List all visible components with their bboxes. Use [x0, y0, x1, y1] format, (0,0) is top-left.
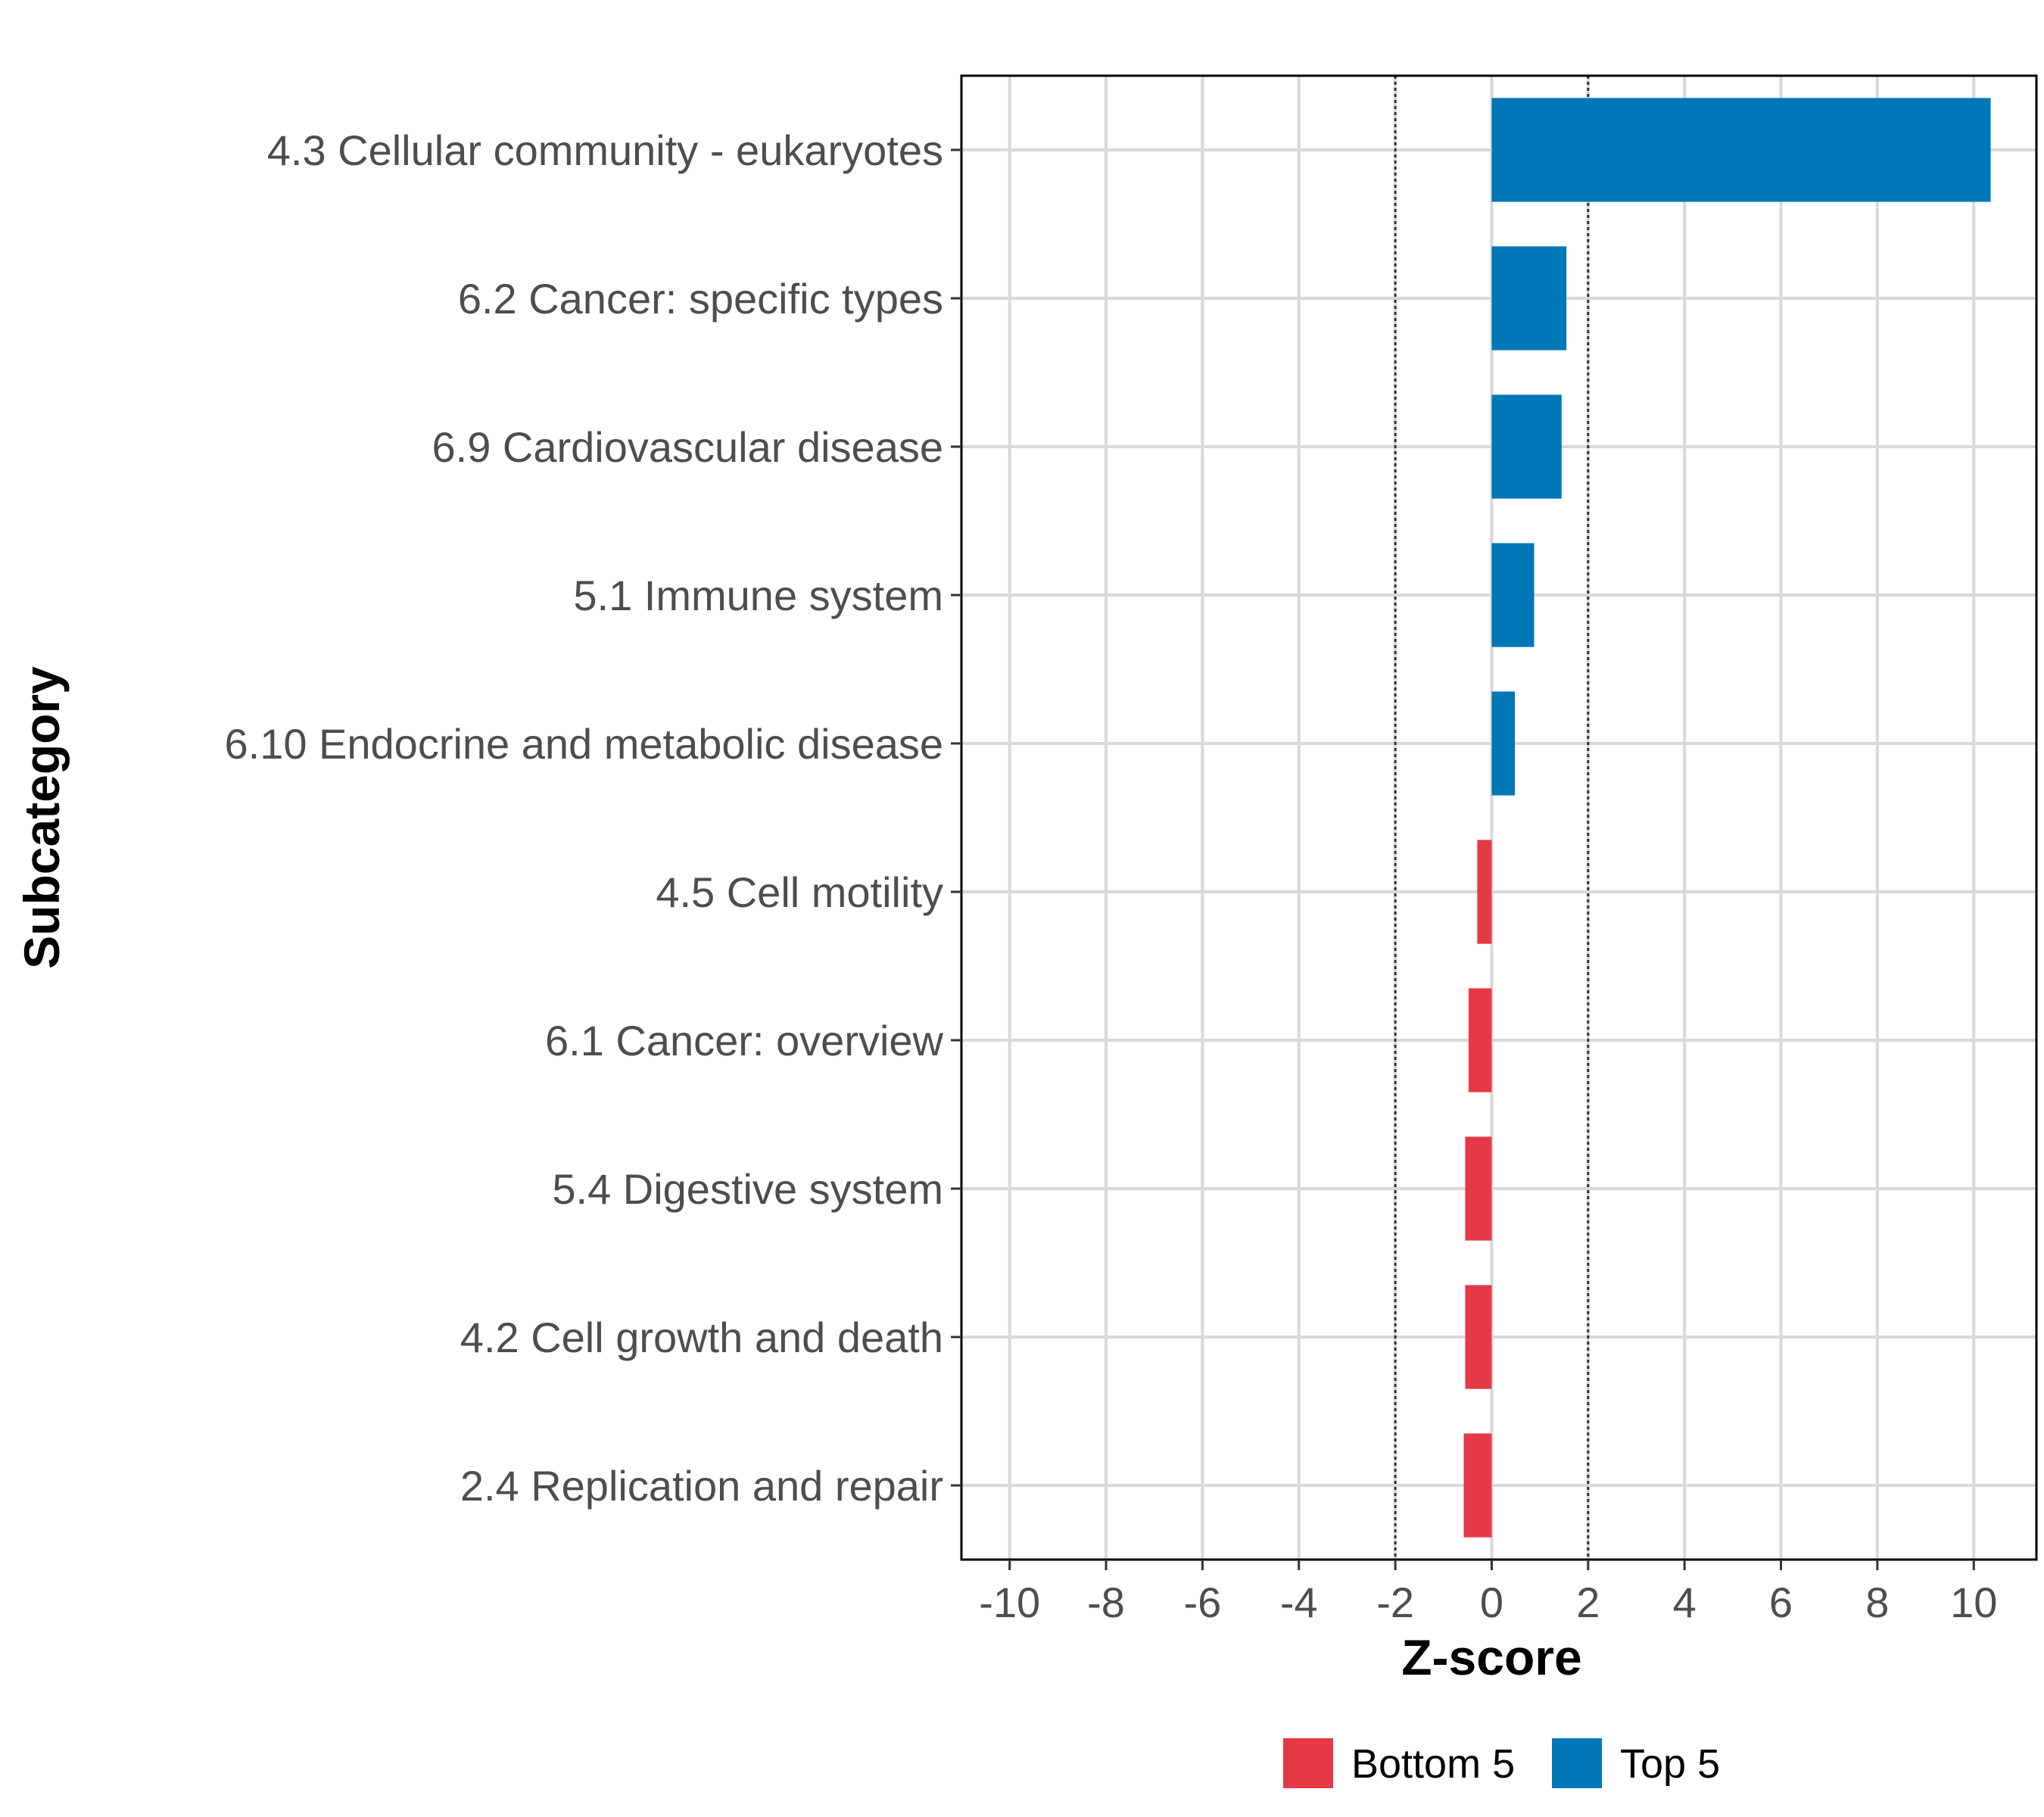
- bar: [1491, 543, 1535, 647]
- x-tick-label: 4: [1673, 1579, 1697, 1626]
- y-tick-label: 6.9 Cardiovascular disease: [432, 423, 943, 471]
- bar: [1477, 840, 1492, 944]
- x-tick-label: 2: [1576, 1579, 1600, 1626]
- x-tick-label: -8: [1087, 1579, 1125, 1626]
- y-axis-title: Subcategory: [14, 666, 70, 969]
- legend-swatch: [1283, 1738, 1333, 1788]
- y-tick-label: 6.10 Endocrine and metabolic disease: [224, 720, 943, 768]
- bar: [1468, 988, 1492, 1092]
- x-tick-label: 6: [1769, 1579, 1793, 1626]
- y-axis: 4.3 Cellular community - eukaryotes 6.2 C…: [224, 126, 961, 1510]
- legend: Bottom 5 Top 5: [1283, 1738, 1720, 1788]
- x-axis: -10 -8 -6 -4 -2 0 2 4 6 8 10: [979, 1560, 1997, 1626]
- y-tick-label: 2.4 Replication and repair: [460, 1462, 943, 1510]
- panel-border: [960, 74, 2038, 1561]
- x-axis-title: Z-score: [1401, 1629, 1581, 1685]
- y-tick-label: 4.5 Cell motility: [656, 868, 943, 916]
- bar: [1463, 1433, 1492, 1538]
- x-tick-label: 8: [1865, 1579, 1889, 1626]
- reference-lines: [1394, 76, 1590, 1560]
- legend-label: Bottom 5: [1351, 1741, 1515, 1787]
- x-tick-label: 0: [1480, 1579, 1503, 1626]
- bar: [1491, 394, 1562, 499]
- y-tick-label: 4.3 Cellular community - eukaryotes: [267, 126, 943, 174]
- legend-label: Top 5: [1620, 1741, 1720, 1787]
- y-tick-label: 5.1 Immune system: [573, 572, 943, 619]
- bar: [1491, 246, 1567, 351]
- x-tick-label: -2: [1376, 1579, 1414, 1626]
- bar: [1491, 98, 1991, 202]
- x-tick-label: 10: [1950, 1579, 1997, 1626]
- x-tick-label: -4: [1280, 1579, 1318, 1626]
- y-tick-label: 5.4 Digestive system: [552, 1165, 943, 1213]
- y-tick-label: 6.2 Cancer: specific types: [458, 275, 943, 323]
- x-tick-label: -6: [1183, 1579, 1221, 1626]
- bars: [1463, 98, 1991, 1538]
- legend-swatch: [1552, 1738, 1602, 1788]
- bar: [1491, 691, 1516, 796]
- bar: [1465, 1285, 1492, 1389]
- bar: [1465, 1136, 1492, 1241]
- y-tick-label: 6.1 Cancer: overview: [545, 1017, 944, 1064]
- y-tick-label: 4.2 Cell growth and death: [460, 1314, 943, 1361]
- x-tick-label: -10: [979, 1579, 1040, 1626]
